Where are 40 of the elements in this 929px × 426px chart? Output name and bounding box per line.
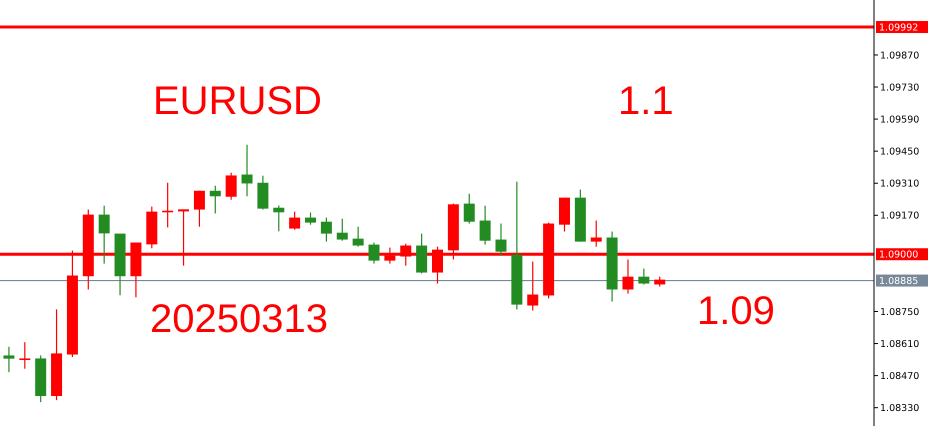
y-tick-label: 1.08750	[880, 306, 920, 318]
candlestick	[194, 190, 205, 228]
y-tick-label: 1.09170	[880, 210, 920, 222]
ref-line-label: 1.09000	[879, 250, 918, 261]
candlestick	[19, 342, 30, 370]
candlestick	[352, 226, 364, 248]
candlestick	[162, 182, 174, 228]
ref-line-label: 1.09992	[879, 22, 918, 34]
candlestick	[527, 260, 538, 312]
y-tick-label: 1.09870	[880, 50, 920, 62]
y-tick-label: 1.09310	[880, 178, 920, 190]
candlestick	[622, 258, 634, 294]
annotation: 1.1	[618, 79, 674, 123]
candlestick	[273, 204, 284, 232]
candlestick	[654, 276, 666, 288]
candlestick	[638, 268, 650, 286]
y-tick-label: 1.08470	[880, 370, 920, 382]
annotation: EURUSD	[153, 79, 322, 123]
candlestick	[590, 220, 602, 248]
candlestick	[368, 242, 380, 264]
y-tick-label: 1.09450	[880, 146, 920, 158]
candlestick	[289, 211, 300, 230]
y-tick-label: 1.08610	[880, 338, 920, 350]
y-tick-label: 1.09590	[880, 114, 920, 126]
candlestick	[3, 346, 14, 373]
candlestick	[98, 205, 110, 264]
candlestick	[226, 172, 237, 200]
annotation: 20250313	[150, 297, 328, 341]
candlestick	[464, 193, 475, 224]
ref-line-label: 1.08885	[879, 276, 918, 287]
y-tick-label: 1.08330	[880, 403, 920, 414]
candlestick	[495, 222, 506, 256]
candlestick	[210, 185, 221, 214]
candlestick	[320, 216, 332, 242]
y-tick-label: 1.09730	[880, 82, 920, 94]
candlestick	[480, 205, 491, 246]
candlestick	[336, 218, 348, 242]
candlestick	[305, 212, 316, 226]
annotation: 1.09	[697, 289, 775, 333]
candlestick	[242, 144, 253, 197]
